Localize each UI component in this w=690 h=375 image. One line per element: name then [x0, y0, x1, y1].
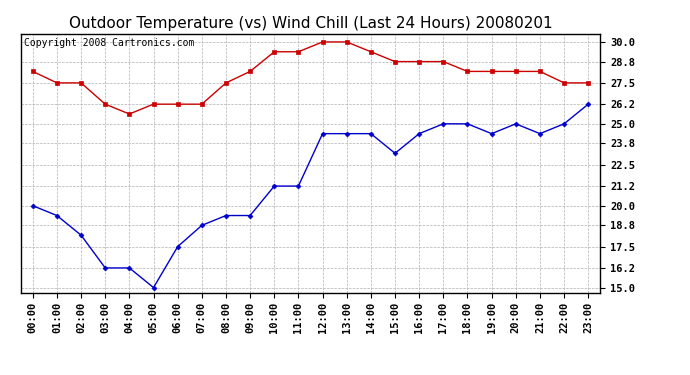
Text: Copyright 2008 Cartronics.com: Copyright 2008 Cartronics.com: [23, 38, 194, 48]
Title: Outdoor Temperature (vs) Wind Chill (Last 24 Hours) 20080201: Outdoor Temperature (vs) Wind Chill (Las…: [69, 16, 552, 31]
